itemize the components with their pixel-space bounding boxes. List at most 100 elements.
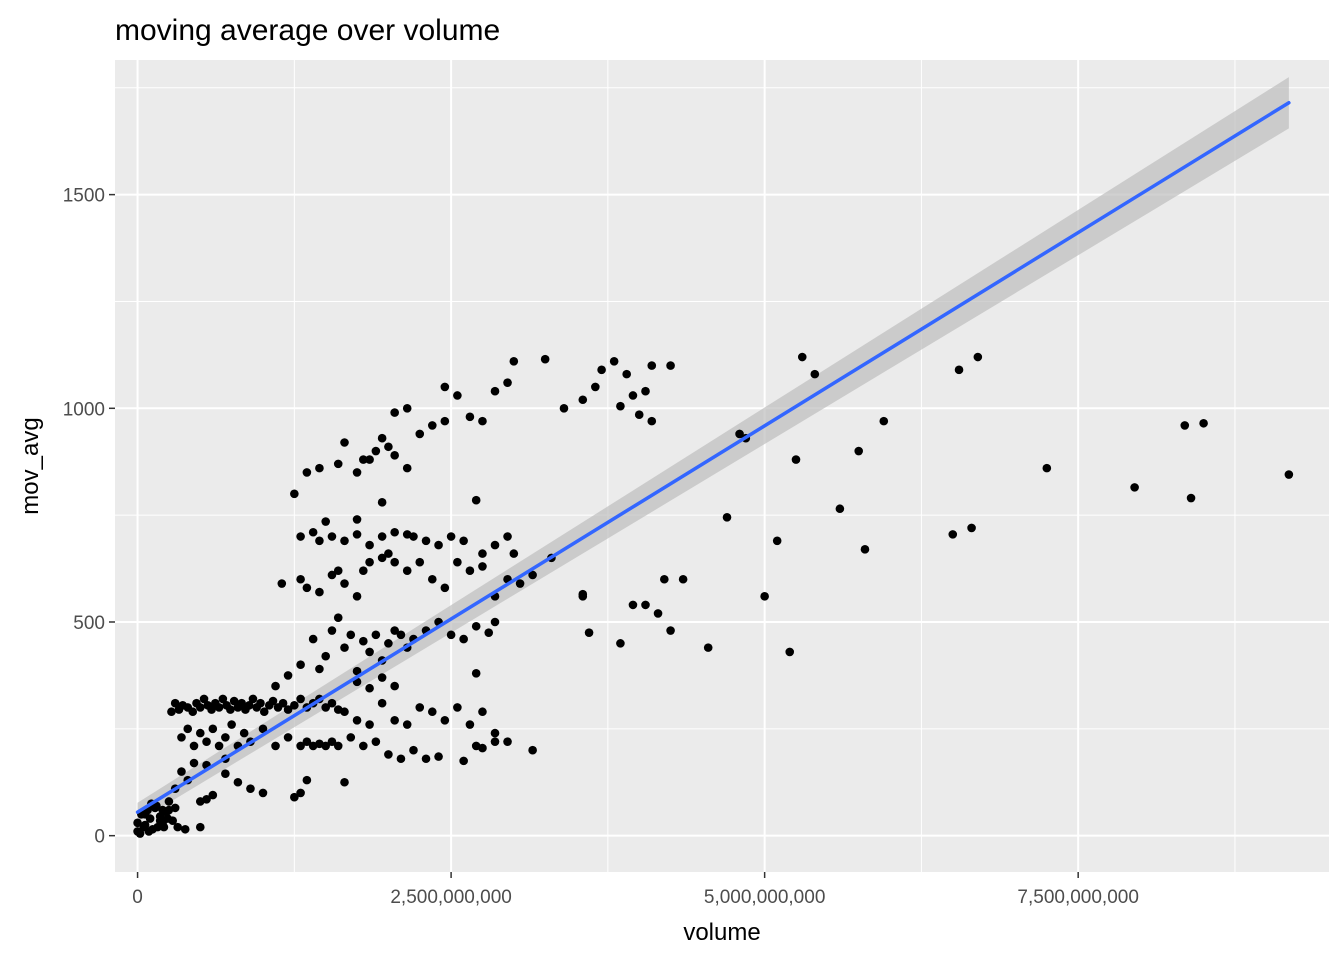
data-point	[459, 536, 468, 546]
data-point	[427, 421, 437, 430]
data-point	[584, 628, 594, 637]
data-point	[164, 797, 174, 806]
data-point	[214, 703, 224, 712]
data-point	[478, 743, 487, 753]
data-point	[578, 592, 588, 601]
data-point	[189, 758, 199, 768]
data-point	[377, 673, 387, 682]
data-point	[616, 639, 625, 648]
data-point	[302, 737, 312, 746]
data-point	[229, 696, 239, 706]
data-point	[271, 681, 280, 691]
data-point	[453, 703, 462, 712]
data-point	[150, 803, 160, 813]
data-point	[365, 557, 374, 567]
data-point	[283, 705, 293, 714]
data-point	[647, 416, 657, 426]
data-point	[503, 532, 512, 541]
data-point	[647, 361, 657, 370]
data-point	[278, 698, 288, 708]
data-point	[628, 600, 638, 610]
data-point	[973, 352, 983, 362]
data-point	[390, 451, 399, 460]
data-point	[415, 703, 425, 712]
data-point	[333, 613, 343, 623]
data-point	[315, 587, 324, 597]
fit-line-layer	[135, 100, 1291, 814]
data-point	[421, 536, 431, 546]
data-point	[352, 530, 362, 539]
data-point	[199, 694, 209, 704]
data-point	[666, 626, 675, 635]
data-point	[478, 549, 487, 558]
data-point	[722, 512, 732, 522]
data-point	[528, 745, 537, 755]
data-point	[384, 442, 393, 452]
data-point	[244, 701, 254, 710]
data-point	[1186, 493, 1196, 503]
data-point	[371, 737, 381, 746]
data-point	[221, 769, 230, 779]
data-point	[290, 792, 299, 802]
data-point	[1130, 483, 1139, 492]
data-point	[490, 737, 500, 746]
data-point	[296, 694, 305, 704]
data-point	[158, 805, 167, 815]
data-point	[948, 530, 958, 539]
y-axis-title: mov_avg	[17, 417, 44, 514]
data-point	[797, 352, 807, 362]
data-point	[308, 527, 318, 537]
data-point	[559, 404, 569, 413]
data-point	[377, 433, 387, 443]
data-point	[465, 412, 475, 422]
fit-line	[135, 100, 1291, 814]
data-point	[315, 536, 324, 546]
data-point	[490, 617, 500, 627]
data-point	[283, 671, 293, 680]
data-point	[365, 683, 374, 693]
data-point	[440, 715, 450, 725]
data-point	[327, 626, 337, 635]
y-tick-label: 1000	[63, 399, 105, 420]
data-point	[208, 790, 218, 800]
data-point	[352, 715, 362, 725]
data-point	[365, 720, 374, 729]
chart-title: moving average over volume	[115, 14, 500, 47]
data-point	[954, 365, 964, 375]
data-point	[377, 698, 387, 708]
data-point	[333, 459, 343, 469]
data-point	[302, 583, 312, 593]
data-point	[434, 540, 443, 550]
data-point	[268, 696, 278, 706]
data-point	[202, 737, 211, 746]
data-point	[296, 741, 305, 751]
data-point	[434, 752, 443, 761]
data-point	[183, 724, 193, 734]
data-point	[509, 356, 519, 366]
data-point	[703, 643, 713, 652]
data-point	[226, 705, 235, 714]
data-point	[634, 410, 644, 420]
data-point	[628, 391, 638, 400]
data-point	[478, 707, 487, 717]
data-point	[967, 523, 976, 533]
data-point	[390, 626, 399, 635]
data-point	[641, 600, 650, 610]
data-point	[678, 574, 688, 584]
data-point	[159, 822, 169, 832]
data-point	[785, 647, 795, 657]
data-point	[340, 536, 349, 546]
x-tick-label: 5,000,000,000	[704, 887, 826, 908]
data-point	[365, 455, 374, 464]
data-point	[227, 720, 236, 729]
data-point	[490, 728, 500, 738]
data-point	[195, 728, 205, 738]
y-tick-label: 1500	[63, 186, 105, 207]
data-point	[144, 827, 154, 836]
data-point	[173, 822, 183, 832]
data-point	[177, 733, 186, 742]
data-point	[879, 416, 889, 426]
data-point	[402, 566, 412, 576]
data-point	[340, 643, 349, 652]
